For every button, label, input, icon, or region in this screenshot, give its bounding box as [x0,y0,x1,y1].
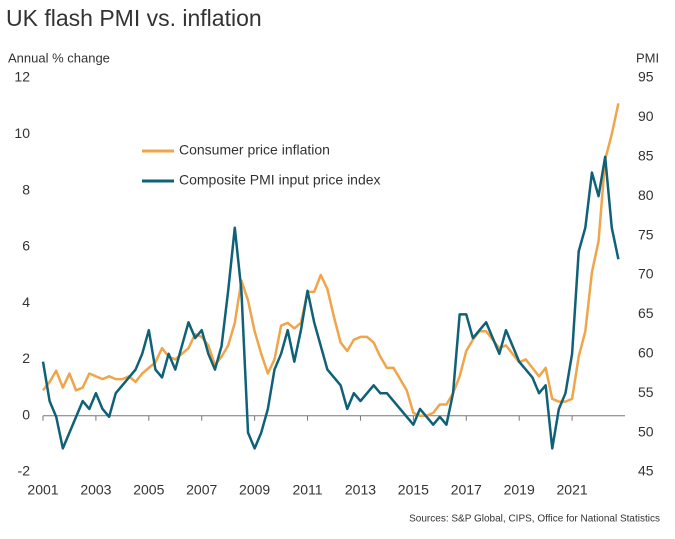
y-tick-label: 8 [22,181,30,197]
x-tick-label: 2015 [398,482,429,498]
x-tick-label: 2001 [27,482,58,498]
series-line [42,103,620,417]
y2-axis-label: PMI [636,50,659,65]
x-tick-label: 2007 [186,482,217,498]
y2-tick-label: 85 [638,148,654,164]
x-tick-label: 2013 [345,482,376,498]
y2-tick-label: 75 [638,226,654,242]
x-tick-label: 2019 [504,482,535,498]
series-line [41,155,620,450]
legend-label: Composite PMI input price index [179,172,381,188]
x-tick-label: 2009 [239,482,270,498]
y2-tick-label: 55 [638,384,654,400]
y2-tick-label: 65 [638,305,654,321]
legend-label: Consumer price inflation [179,142,330,158]
x-tick-label: 2021 [557,482,588,498]
source: Sources: S&P Global, CIPS, Office for Na… [409,514,660,525]
y-tick-label: -2 [18,463,31,479]
y-tick-label: 12 [14,69,30,85]
y-tick-label: 6 [22,238,30,254]
y-tick-label: 4 [22,294,30,310]
x-tick-label: 2005 [133,482,164,498]
y-tick-label: 0 [22,406,30,422]
chart-title: UK flash PMI vs. inflation [6,5,262,31]
y-tick-label: 10 [14,125,30,141]
y2-tick-label: 50 [638,423,654,439]
y2-tick-label: 80 [638,187,654,203]
y2-tick-label: 45 [638,463,654,479]
y2-tick-label: 60 [638,345,654,361]
y2-tick-label: 95 [638,69,654,85]
y-axis-label: Annual % change [8,50,110,65]
y2-tick-label: 70 [638,266,654,282]
y-tick-label: 2 [22,350,30,366]
x-tick-label: 2017 [451,482,482,498]
x-tick-label: 2011 [292,482,322,498]
y2-tick-label: 90 [638,108,654,124]
x-tick-label: 2003 [80,482,111,498]
